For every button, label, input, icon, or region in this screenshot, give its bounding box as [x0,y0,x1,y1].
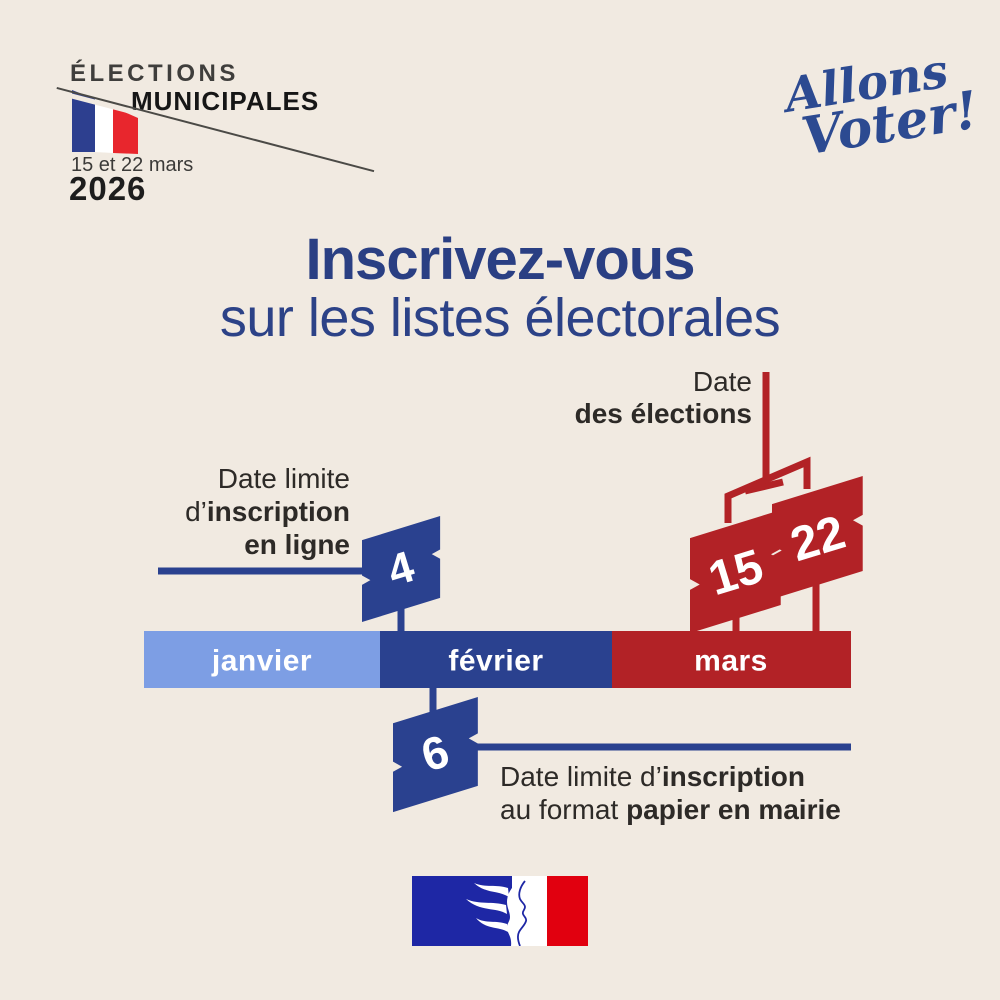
allons-voter-logo: Allons Voter! [754,43,986,169]
marianne-hair-wisp-3 [476,918,508,932]
timeline-diagram: janvier février mars 22 15 4 6 [144,372,863,813]
brand-eyebrow: ÉLECTIONS [70,60,239,87]
online-deadline-label: Date limite d’inscription en ligne [138,462,350,561]
online-deadline-line2: d’inscription [185,496,350,527]
marianne-logo [412,876,588,946]
brand-title: MUNICIPALES [131,86,320,116]
paper-deadline-line1: Date limite d’inscription [500,761,805,792]
marianne-hair-wisp-2 [466,899,507,914]
paper-deadline-line2: au format papier en mairie [500,794,841,825]
election-dates-bracket [724,456,811,523]
month-bar-janvier [144,631,380,688]
marianne-hair-wisp-1 [474,883,509,897]
month-bar-fevrier [380,631,612,688]
page-subtitle: sur les listes électorales [219,288,781,348]
brand-dates: 15 et 22 mars [71,154,194,176]
marianne-profile-line [517,880,528,946]
marianne-red-panel [547,876,588,946]
month-label-janvier: janvier [211,645,312,678]
month-bar-mars [612,631,851,688]
election-dates-line2: des élections [574,398,752,429]
month-label-mars: mars [694,645,768,678]
page-title: Inscrivez-vous [305,227,696,292]
election-dates-line1: Date [692,366,752,397]
brand-year: 2026 [69,170,147,207]
paper-deadline-label: Date limite d’inscription au format papi… [500,760,900,826]
online-deadline-line3: en ligne [244,529,350,560]
french-flag-icon [68,90,148,154]
election-dates-label: Date des élections [518,366,752,430]
month-label-fevrier: février [448,645,543,678]
online-deadline-line1: Date limite [217,463,350,494]
marianne-face [506,878,547,946]
